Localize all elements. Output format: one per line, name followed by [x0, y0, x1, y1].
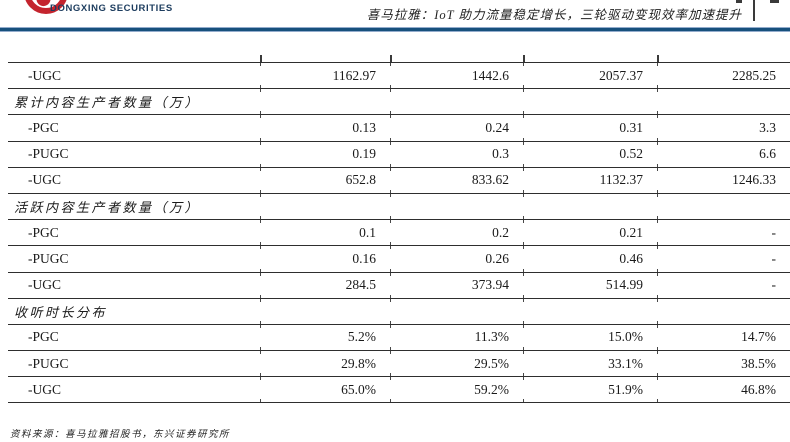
table-row: -UGC 1162.97 1442.6 2057.37 2285.25 — [8, 62, 790, 89]
cell-value-4 — [657, 88, 790, 115]
table-row: -PGC 0.1 0.2 0.21 - — [8, 219, 790, 246]
cell-value-4: 38.5% — [657, 350, 790, 377]
cell-value-1: 65.0% — [260, 376, 390, 403]
table-row: -PUGC 29.8% 29.5% 33.1% 38.5% — [8, 350, 790, 377]
column-divider — [390, 55, 392, 62]
cell-value-2: 0.26 — [390, 245, 523, 272]
row-label: 累计内容生产者数量（万） — [14, 95, 201, 111]
cell-value-4: 2285.25 — [657, 62, 790, 89]
column-divider — [523, 55, 525, 62]
cell-value-1: 652.8 — [260, 167, 390, 194]
cell-value-1: 29.8% — [260, 350, 390, 377]
table-row: -UGC 284.5 373.94 514.99 - — [8, 272, 790, 299]
page-header: DONGXING SECURITIES 喜马拉雅：IoT 助力流量稳定增长，三轮… — [0, 0, 790, 27]
metrics-table: -UGC 1162.97 1442.6 2057.37 2285.25 累计内容… — [8, 62, 790, 403]
cell-value-3: 0.46 — [523, 245, 657, 272]
cell-value-3: 0.31 — [523, 114, 657, 142]
cell-value-1: 284.5 — [260, 272, 390, 299]
table-row: -PGC 5.2% 11.3% 15.0% 14.7% — [8, 324, 790, 351]
cell-value-3: 514.99 — [523, 272, 657, 299]
row-label: -PUGC — [28, 250, 69, 266]
column-divider — [657, 55, 659, 62]
cell-value-3 — [523, 88, 657, 115]
cell-value-2: 373.94 — [390, 272, 523, 299]
cell-value-4: - — [657, 219, 790, 246]
source-note: 资料来源：喜马拉雅招股书，东兴证券研究所 — [10, 430, 231, 440]
cell-value-2: 11.3% — [390, 324, 523, 351]
cell-value-4 — [657, 193, 790, 220]
cell-value-3: 51.9% — [523, 376, 657, 403]
cell-value-4: 6.6 — [657, 141, 790, 168]
cell-value-4: 46.8% — [657, 376, 790, 403]
cell-value-3: 1132.37 — [523, 167, 657, 194]
cell-value-1 — [260, 88, 390, 115]
cell-value-4: 14.7% — [657, 324, 790, 351]
table-row: -PGC 0.13 0.24 0.31 3.3 — [8, 114, 790, 142]
table-cutoff-strip — [8, 55, 790, 62]
cell-value-1 — [260, 298, 390, 325]
table-row: 收听时长分布 — [8, 298, 790, 325]
header-rule — [0, 27, 790, 32]
cell-value-4: - — [657, 272, 790, 299]
row-label: -UGC — [28, 381, 61, 397]
row-label: -PUGC — [28, 355, 69, 371]
table-row: -UGC 65.0% 59.2% 51.9% 46.8% — [8, 376, 790, 403]
row-label: 活跃内容生产者数量（万） — [14, 200, 201, 216]
cell-value-3: 0.21 — [523, 219, 657, 246]
cell-value-1 — [260, 193, 390, 220]
column-divider — [260, 55, 262, 62]
cell-value-3: 0.52 — [523, 141, 657, 168]
row-label: -PGC — [28, 119, 59, 135]
cell-value-2: 833.62 — [390, 167, 523, 194]
cell-value-2 — [390, 193, 523, 220]
table-row: -UGC 652.8 833.62 1132.37 1246.33 — [8, 167, 790, 194]
table-row: -PUGC 0.19 0.3 0.52 6.6 — [8, 141, 790, 168]
row-label: -PGC — [28, 224, 59, 240]
cell-value-1: 0.1 — [260, 219, 390, 246]
row-label: -UGC — [28, 172, 61, 188]
row-label: -UGC — [28, 277, 61, 293]
row-label: 收听时长分布 — [14, 304, 108, 320]
cell-value-2 — [390, 298, 523, 325]
cell-value-1: 0.19 — [260, 141, 390, 168]
table-row: 累计内容生产者数量（万） — [8, 88, 790, 115]
table-row: 活跃内容生产者数量（万） — [8, 193, 790, 220]
row-label: -PGC — [28, 329, 59, 345]
cell-value-4: 3.3 — [657, 114, 790, 142]
cell-value-4 — [657, 298, 790, 325]
cell-value-3: 2057.37 — [523, 62, 657, 89]
cell-value-1: 0.16 — [260, 245, 390, 272]
row-label: -PUGC — [28, 146, 69, 162]
cell-value-1: 0.13 — [260, 114, 390, 142]
cell-value-1: 5.2% — [260, 324, 390, 351]
cell-value-2: 29.5% — [390, 350, 523, 377]
cell-value-2: 0.2 — [390, 219, 523, 246]
cell-value-3: 33.1% — [523, 350, 657, 377]
brand-name: DONGXING SECURITIES — [50, 3, 173, 14]
cell-value-2: 0.3 — [390, 141, 523, 168]
metrics-table-wrap: -UGC 1162.97 1442.6 2057.37 2285.25 累计内容… — [8, 55, 790, 403]
report-title: 喜马拉雅：IoT 助力流量稳定增长，三轮驱动变现效率加速提升 — [366, 8, 742, 22]
row-label: -UGC — [28, 67, 61, 83]
cell-value-4: 1246.33 — [657, 167, 790, 194]
table-row: -PUGC 0.16 0.26 0.46 - — [8, 245, 790, 272]
cell-value-2: 59.2% — [390, 376, 523, 403]
table-body: -UGC 1162.97 1442.6 2057.37 2285.25 累计内容… — [8, 62, 790, 403]
cell-value-2: 0.24 — [390, 114, 523, 142]
cutoff-text-mark — [770, 0, 779, 3]
cell-value-2 — [390, 88, 523, 115]
header-divider-bar — [753, 0, 755, 21]
cell-value-3 — [523, 193, 657, 220]
cutoff-text-mark — [736, 0, 742, 3]
cell-value-2: 1442.6 — [390, 62, 523, 89]
cell-value-3 — [523, 298, 657, 325]
cell-value-3: 15.0% — [523, 324, 657, 351]
cell-value-1: 1162.97 — [260, 62, 390, 89]
cell-value-4: - — [657, 245, 790, 272]
